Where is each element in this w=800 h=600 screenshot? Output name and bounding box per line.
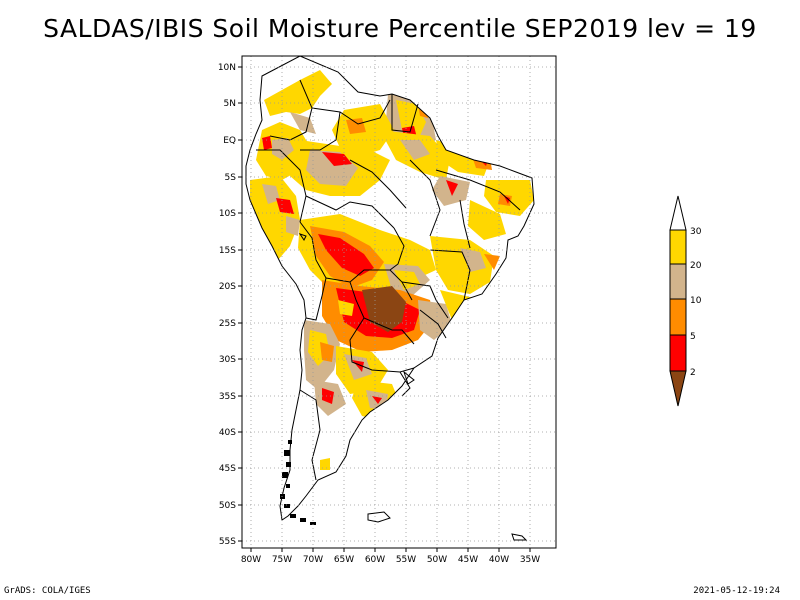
lon-label: 35W <box>520 555 540 565</box>
colorbar-label: 30 <box>690 227 702 237</box>
colorbar-label: 10 <box>690 296 702 306</box>
lat-label: 15S <box>219 246 236 256</box>
grid-lines <box>242 56 556 548</box>
lat-label: 30S <box>219 355 236 365</box>
colorbar-box <box>669 229 687 265</box>
colorbar: 30 20 10 5 2 <box>669 195 702 407</box>
colorbar-box <box>669 263 687 300</box>
lat-label: 50S <box>219 501 236 511</box>
lat-label: 20S <box>219 282 236 292</box>
lon-label: 70W <box>303 555 323 565</box>
footer-credit: GrADS: COLA/IGES <box>4 586 91 596</box>
lon-label: 80W <box>241 555 261 565</box>
lon-label: 65W <box>334 555 354 565</box>
axis-ticks <box>238 66 531 552</box>
lat-label: 5N <box>224 99 236 109</box>
lat-label: 45S <box>219 464 236 474</box>
map-title: SALDAS/IBIS Soil Moisture Percentile SEP… <box>43 14 757 43</box>
lon-label: 55W <box>396 555 416 565</box>
lat-label: 55S <box>219 537 236 547</box>
lon-label: 75W <box>272 555 292 565</box>
colorbar-label: 20 <box>690 261 702 271</box>
lat-label: 10N <box>218 63 236 73</box>
colorbar-arrow-bottom <box>669 370 687 407</box>
lat-label: EQ <box>223 136 236 146</box>
colorbar-label: 5 <box>690 332 696 342</box>
lat-label: 40S <box>219 428 236 438</box>
colorbar-arrow-top <box>669 195 687 231</box>
lat-label: 10S <box>219 209 236 219</box>
colorbar-label: 2 <box>690 368 696 378</box>
lat-label: 5S <box>225 173 237 183</box>
lon-label: 50W <box>427 555 447 565</box>
lat-label: 25S <box>219 319 236 329</box>
lon-label: 45W <box>458 555 478 565</box>
lon-label: 40W <box>489 555 509 565</box>
lon-label: 60W <box>365 555 385 565</box>
lon-labels: 80W 75W 70W 65W 60W 55W 50W 45W 40W 35W <box>241 555 540 565</box>
colorbar-box <box>669 298 687 336</box>
coastline <box>245 56 535 541</box>
fjord-detail <box>280 440 316 525</box>
map-frame <box>241 55 557 549</box>
lat-label: 35S <box>219 392 236 402</box>
colorbar-box <box>669 334 687 372</box>
lat-labels: 10N 5N EQ 5S 10S 15S 20S 25S 30S 35S 40S… <box>218 63 236 547</box>
footer-timestamp: 2021-05-12-19:24 <box>693 586 780 596</box>
